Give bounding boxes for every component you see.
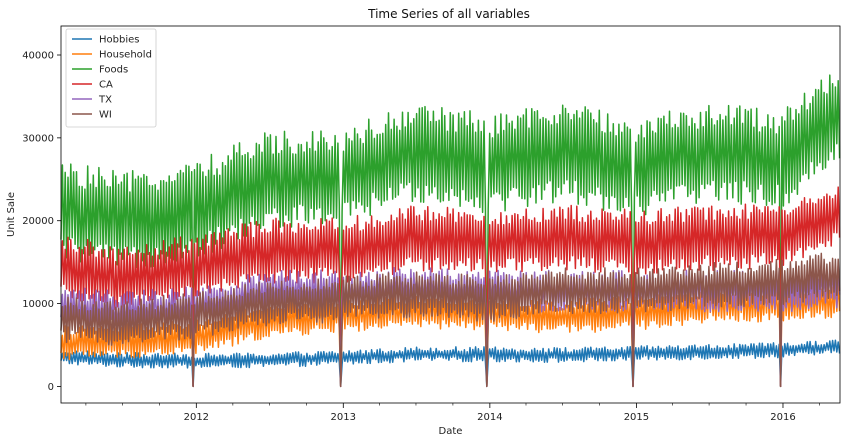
x-tick-label: 2016 [770,412,795,423]
x-axis-label: Date [439,426,463,437]
y-tick-label: 20000 [22,216,54,227]
legend-label: TX [98,95,112,106]
series-line-wi [60,252,841,388]
y-tick-label: 0 [48,382,54,393]
y-tick-label: 40000 [22,51,54,62]
legend-label: Foods [99,65,128,76]
series-layer [60,74,841,388]
y-tick-label: 30000 [22,133,54,144]
x-tick-label: 2012 [184,412,209,423]
legend-label: CA [99,80,113,91]
series-line-foods [60,74,841,388]
y-axis: 0 10000 20000 30000 40000 [22,51,61,393]
legend: Hobbies Household Foods CA TX WI [65,28,157,128]
legend-label: Hobbies [99,35,139,46]
x-axis: 2012 2013 2014 2015 2016 [85,403,820,423]
x-tick-label: 2013 [331,412,356,423]
legend-label: WI [99,110,112,121]
x-tick-label: 2014 [477,412,502,423]
plot-area [60,25,841,404]
plot-frame [60,25,841,404]
y-axis-label: Unit Sale [6,192,17,237]
x-tick-label: 2015 [624,412,649,423]
legend-label: Household [99,50,152,61]
chart-title: Time Series of all variables [367,7,530,21]
series-line-ca [60,186,841,388]
y-tick-label: 10000 [22,299,54,310]
series-line-hobbies [60,339,841,388]
